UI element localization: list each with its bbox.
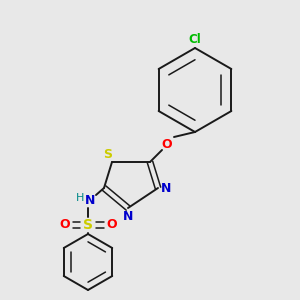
Text: O: O (60, 218, 70, 232)
Text: H: H (76, 193, 84, 203)
Text: N: N (85, 194, 95, 206)
Text: N: N (161, 182, 171, 194)
Text: Cl: Cl (189, 33, 201, 46)
Text: S: S (103, 148, 112, 161)
Text: O: O (162, 139, 172, 152)
Text: N: N (123, 209, 133, 223)
Text: S: S (83, 218, 93, 232)
Text: O: O (107, 218, 117, 232)
